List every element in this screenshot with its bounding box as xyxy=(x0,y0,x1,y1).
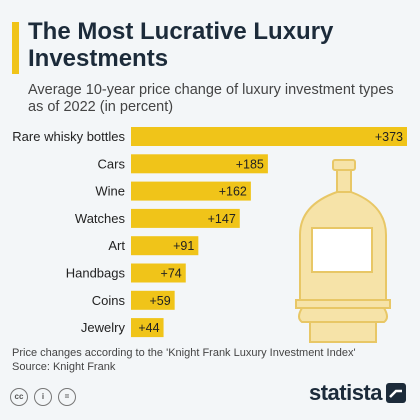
bar xyxy=(131,208,240,228)
chart-title: The Most Lucrative Luxury Investments xyxy=(28,18,334,72)
data-label: +59 xyxy=(149,294,170,308)
logo-text: statista xyxy=(308,380,383,405)
category-label: Watches xyxy=(75,211,126,226)
by-icon[interactable]: i xyxy=(34,388,52,406)
statista-logo[interactable]: statista xyxy=(309,380,406,406)
bar xyxy=(131,154,268,174)
category-label: Jewelry xyxy=(81,320,126,335)
title-accent-bar xyxy=(12,22,19,74)
category-label: Art xyxy=(108,238,125,253)
bars-group: Rare whisky bottles +373 Cars +185 Wine +162 W… xyxy=(12,127,407,338)
source-text: Source: Knight Frank xyxy=(12,361,116,373)
chart-subtitle: Average 10-year price change of luxury i… xyxy=(28,82,394,115)
category-label: Coins xyxy=(92,293,126,308)
bar xyxy=(131,290,175,310)
category-label: Rare whisky bottles xyxy=(12,129,125,144)
data-label: +44 xyxy=(138,321,159,335)
data-label: +373 xyxy=(375,130,403,144)
cc-icon[interactable]: cc xyxy=(10,388,28,406)
license-icons: cc i = xyxy=(10,388,76,406)
data-label: +185 xyxy=(236,157,264,171)
bar xyxy=(131,263,186,283)
data-label: +162 xyxy=(219,185,247,199)
source-note: Price changes according to the 'Knight F… xyxy=(12,346,356,374)
category-label: Cars xyxy=(98,156,126,171)
equals-icon[interactable]: = xyxy=(58,388,76,406)
bar xyxy=(131,127,407,146)
bar xyxy=(131,181,251,201)
category-label: Handbags xyxy=(66,266,126,281)
bar xyxy=(131,236,199,256)
logo-mark-icon xyxy=(386,383,406,403)
bar xyxy=(131,318,164,338)
category-label: Wine xyxy=(95,184,125,199)
methodology-note: Price changes according to the 'Knight F… xyxy=(12,347,356,359)
bottle-illustration-icon xyxy=(295,159,391,343)
data-label: +91 xyxy=(173,239,194,253)
data-label: +74 xyxy=(161,267,182,281)
data-label: +147 xyxy=(208,212,236,226)
